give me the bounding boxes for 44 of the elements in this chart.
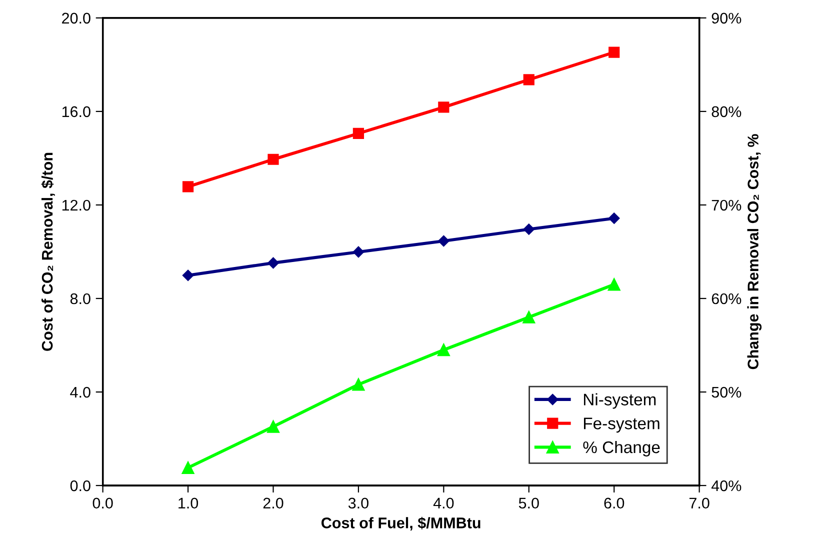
y-tick-label: 16.0 xyxy=(62,106,90,118)
point xyxy=(352,246,364,258)
y2-axis-title: Change in Removal CO₂ Cost, % xyxy=(747,134,762,370)
point xyxy=(182,181,194,192)
y2-tick-label: 60% xyxy=(712,293,742,304)
x-tick-label: 1.0 xyxy=(178,498,198,509)
point xyxy=(352,378,365,391)
legend-label: Ni-system xyxy=(584,393,656,409)
legend-label: % Change xyxy=(583,440,660,456)
point xyxy=(608,278,620,291)
x-tick-label: 5.0 xyxy=(518,498,539,509)
point xyxy=(438,235,450,247)
point xyxy=(268,154,279,165)
point xyxy=(438,102,450,113)
y-tick-label: 0.0 xyxy=(70,480,90,492)
x-tick-label: 7.0 xyxy=(689,498,710,509)
y-axis-title: Cost of CO₂ Removal, $/ton xyxy=(41,152,55,351)
x-tick-label: 3.0 xyxy=(348,498,368,509)
point xyxy=(352,128,364,139)
y-tick-label: 12.0 xyxy=(62,200,90,211)
x-tick-label: 6.0 xyxy=(604,498,624,509)
y2-tick-label: 80% xyxy=(712,106,742,118)
legend-label: Fe-system xyxy=(584,418,660,433)
y2-tick-label: 70% xyxy=(712,200,742,211)
point xyxy=(608,212,620,224)
point xyxy=(523,74,534,86)
x-tick-label: 4.0 xyxy=(433,498,454,509)
point xyxy=(608,46,620,58)
point xyxy=(266,420,280,433)
y2-tick-label: 50% xyxy=(712,386,742,398)
point xyxy=(522,310,536,324)
point xyxy=(182,462,194,474)
point xyxy=(523,224,534,235)
point xyxy=(268,257,279,269)
y2-tick-label: 90% xyxy=(712,12,742,24)
y2-tick-label: 40% xyxy=(711,480,742,492)
y-tick-label: 4.0 xyxy=(70,386,90,398)
x-axis-title: Cost of Fuel, $/MMBtu xyxy=(321,516,480,531)
point xyxy=(182,270,194,281)
x-tick-label: 0.0 xyxy=(92,498,113,509)
x-tick-label: 2.0 xyxy=(263,498,284,509)
y-tick-label: 8.0 xyxy=(70,293,90,304)
y-tick-label: 20.0 xyxy=(62,12,90,24)
point xyxy=(437,344,450,356)
